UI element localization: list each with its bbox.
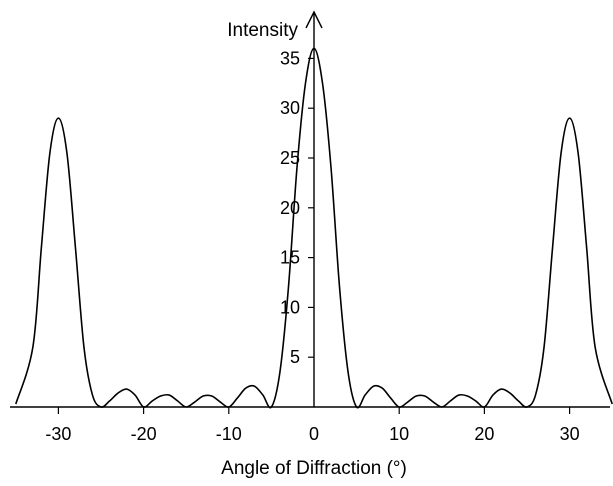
x-tick-label: 30 [560,424,580,444]
y-tick-label: 25 [280,148,300,168]
y-tick-label: 15 [280,248,300,268]
x-tick-label: -10 [216,424,242,444]
x-axis-title: Angle of Diffraction (°) [221,458,407,479]
x-tick-label: -20 [131,424,157,444]
y-tick-label: 5 [290,347,300,367]
y-ticks-layer: 5 10 15 20 25 30 35 [280,48,314,367]
y-tick-label: 35 [280,48,300,68]
x-tick-label: -30 [45,424,71,444]
x-tick-label: 10 [389,424,409,444]
y-tick-label: 20 [280,198,300,218]
x-tick-label: 0 [309,424,319,444]
y-axis-title: Intensity [227,20,298,41]
x-tick-label: 20 [474,424,494,444]
x-ticks-layer: -30 -20 -10 0 10 20 30 [45,407,580,444]
y-tick-label: 30 [280,98,300,118]
y-tick-label: 10 [280,297,300,317]
y-axis-arrow-icon [305,10,323,29]
